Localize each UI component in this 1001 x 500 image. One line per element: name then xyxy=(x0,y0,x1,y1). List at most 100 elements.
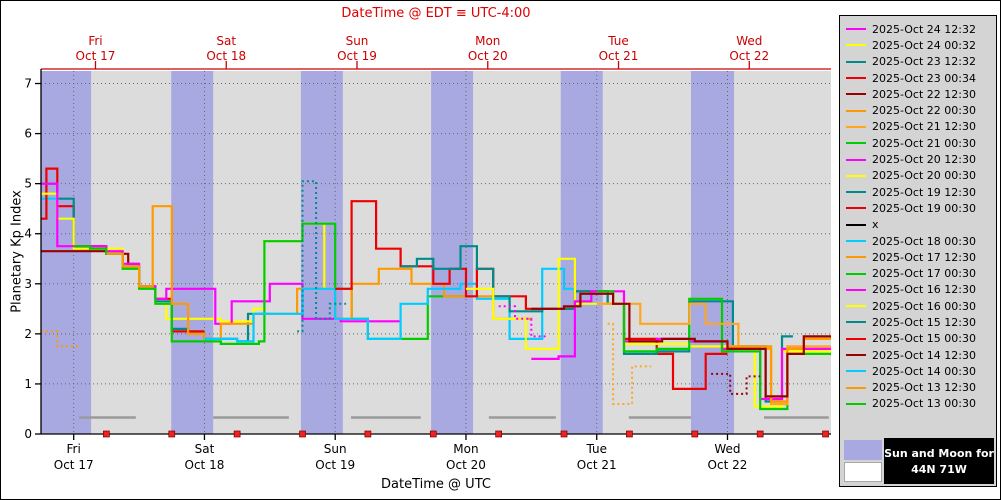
legend-label: 2025-Oct 23 00:34 xyxy=(872,71,976,85)
night-band xyxy=(41,71,92,434)
legend-item: 2025-Oct 16 00:30 xyxy=(840,298,996,314)
axis-tick-label: Oct 18 xyxy=(206,49,246,63)
legend-item: 2025-Oct 22 12:30 xyxy=(840,86,996,102)
day-band-swatch xyxy=(844,462,882,482)
axis-tick-label: Oct 21 xyxy=(577,458,617,472)
legend-swatch xyxy=(846,354,866,357)
issue-marker xyxy=(103,430,110,438)
legend-item: 2025-Oct 19 12:30 xyxy=(840,184,996,200)
legend-label: 2025-Oct 13 00:30 xyxy=(872,397,976,411)
axis-tick-label: Sun xyxy=(346,34,369,48)
legend-swatch xyxy=(846,207,866,210)
axis-tick-label: Oct 20 xyxy=(468,49,508,63)
legend-label: 2025-Oct 24 12:32 xyxy=(872,22,976,36)
axis-tick-label: Oct 17 xyxy=(54,458,94,472)
series-2025-Oct-22-12-30 xyxy=(531,292,831,398)
legend-panel: 2025-Oct 24 12:32 2025-Oct 24 00:32 2025-O… xyxy=(839,15,997,487)
axis-tick-label: Oct 19 xyxy=(315,458,355,472)
legend-item: 2025-Oct 17 00:30 xyxy=(840,265,996,281)
legend-swatch xyxy=(846,256,866,259)
legend-label: 2025-Oct 20 00:30 xyxy=(872,169,976,183)
legend-swatch xyxy=(846,28,866,31)
legend-item: 2025-Oct 18 00:30 xyxy=(840,233,996,249)
night-band xyxy=(431,71,474,434)
legend-swatch xyxy=(846,109,866,112)
legend-label: 2025-Oct 15 12:30 xyxy=(872,315,976,329)
legend-label: 2025-Oct 15 00:30 xyxy=(872,332,976,346)
legend-item: 2025-Oct 23 12:32 xyxy=(840,54,996,70)
legend-swatch xyxy=(846,321,866,324)
legend-item: 2025-Oct 23 00:34 xyxy=(840,70,996,86)
legend-swatch xyxy=(846,60,866,63)
issue-marker xyxy=(168,430,176,438)
x-axis-label: DateTime @ UTC xyxy=(381,477,491,492)
axis-tick-label: Oct 22 xyxy=(729,49,769,63)
legend-label: 2025-Oct 24 00:32 xyxy=(872,38,976,52)
axis-tick-label: 4 xyxy=(24,227,32,241)
issue-marker xyxy=(233,430,241,438)
legend-label: 2025-Oct 14 12:30 xyxy=(872,348,976,362)
series-2025-Oct-16-12-30 xyxy=(41,182,401,325)
legend-label: 2025-Oct 23 12:32 xyxy=(872,55,976,69)
legend-swatch xyxy=(846,337,866,340)
night-band xyxy=(300,71,343,434)
legend-swatch xyxy=(846,272,866,275)
dotted-segment xyxy=(607,322,652,405)
legend-item: 2025-Oct 24 12:32 xyxy=(840,21,996,37)
legend-swatch xyxy=(846,305,866,308)
sun-moon-key-line2: 44N 71W xyxy=(911,462,967,476)
axis-tick-label: Wed xyxy=(736,34,762,48)
legend-item: 2025-Oct 19 00:30 xyxy=(840,200,996,216)
axis-tick-label: Oct 17 xyxy=(76,49,116,63)
legend-item: 2025-Oct 14 00:30 xyxy=(840,363,996,379)
night-band xyxy=(171,71,214,434)
axis-tick-label: Sat xyxy=(195,442,215,456)
legend-label: 2025-Oct 22 12:30 xyxy=(872,87,976,101)
legend-swatch xyxy=(846,386,866,389)
legend-item: 2025-Oct 13 00:30 xyxy=(840,396,996,412)
legend-label: 2025-Oct 19 00:30 xyxy=(872,201,976,215)
legend-swatch xyxy=(846,158,866,161)
axis-tick-label: Oct 21 xyxy=(599,49,639,63)
axis-tick-label: Oct 20 xyxy=(446,458,486,472)
dotted-segment xyxy=(498,305,548,338)
legend-swatch xyxy=(846,240,866,242)
issue-marker xyxy=(299,430,306,438)
legend-label: 2025-Oct 13 12:30 xyxy=(872,381,976,395)
chart-title: DateTime @ EDT ≡ UTC-4:00 xyxy=(341,6,531,21)
y-axis-label: Planetary Kp Index xyxy=(9,190,25,313)
legend-item: 2025-Oct 16 12:30 xyxy=(840,282,996,298)
legend-item: 2025-Oct 21 12:30 xyxy=(840,119,996,135)
axis-tick-label: 5 xyxy=(24,177,32,191)
sun-moon-key-line1: Sun and Moon for xyxy=(884,446,994,460)
axis-tick-label: 7 xyxy=(24,77,32,91)
legend-swatch xyxy=(846,191,866,194)
axis-tick-label: 1 xyxy=(24,377,32,391)
legend-item: 2025-Oct 14 12:30 xyxy=(840,347,996,363)
issue-marker xyxy=(560,430,568,438)
legend-swatch xyxy=(846,223,866,226)
legend-swatch xyxy=(846,402,866,405)
legend-swatch xyxy=(846,370,866,373)
axis-tick-label: Fri xyxy=(88,34,102,48)
issue-marker xyxy=(495,430,503,438)
legend-item: 2025-Oct 24 00:32 xyxy=(840,37,996,53)
sun-moon-key: Sun and Moon for 44N 71W xyxy=(884,438,994,484)
issue-marker xyxy=(756,430,764,438)
legend-item: 2025-Oct 15 00:30 xyxy=(840,331,996,347)
issue-marker xyxy=(822,430,829,438)
issue-marker xyxy=(364,430,372,438)
axis-tick-label: Fri xyxy=(67,442,81,456)
axis-tick-label: 3 xyxy=(24,277,32,291)
legend-item: 2025-Oct 17 12:30 xyxy=(840,249,996,265)
legend-item: 2025-Oct 21 00:30 xyxy=(840,135,996,151)
axis-tick-label: Oct 22 xyxy=(708,458,748,472)
series-2025-Oct-18-00-30 xyxy=(204,267,597,343)
legend-item: 2025-Oct 20 00:30 xyxy=(840,168,996,184)
legend-swatch xyxy=(846,93,866,96)
legend-item: 2025-Oct 13 12:30 xyxy=(840,380,996,396)
legend-label: 2025-Oct 16 00:30 xyxy=(872,299,976,313)
legend-swatch xyxy=(846,77,866,80)
legend-label: 2025-Oct 18 00:30 xyxy=(872,234,976,248)
